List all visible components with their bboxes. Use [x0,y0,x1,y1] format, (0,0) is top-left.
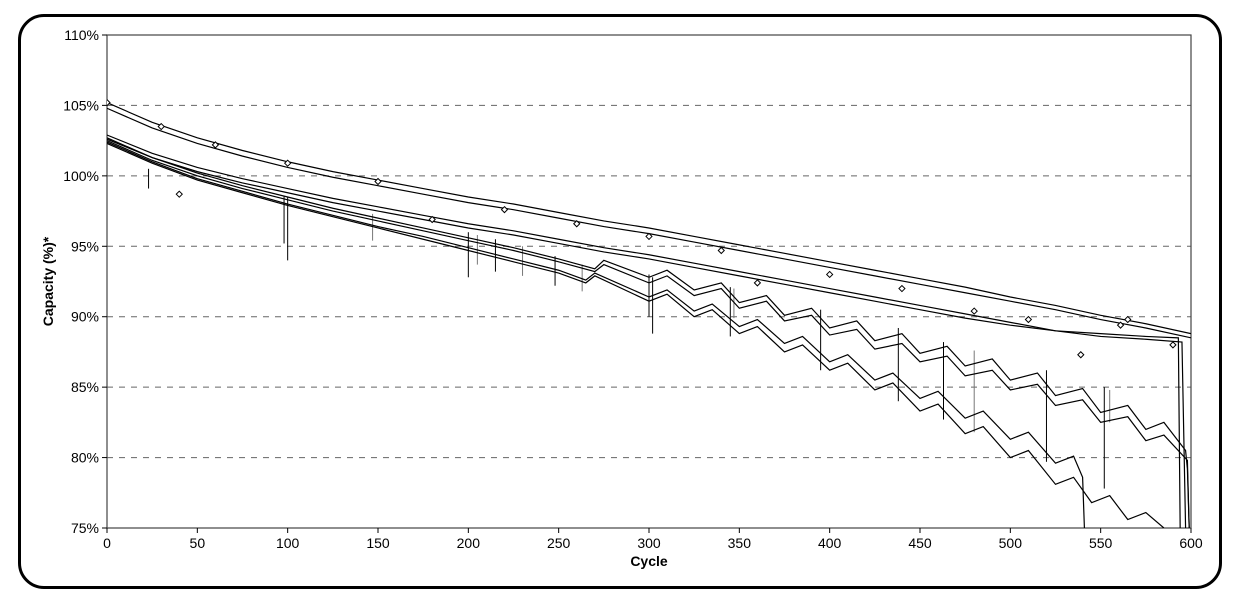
chart-svg: 75% 80% 85% 90% 95% 100% 105% 110% 0 50 100 150 200 2… [31,25,1203,574]
x-tick-label: 0 [103,535,111,551]
x-tick-label: 600 [1179,535,1203,551]
chart-panel: 75% 80% 85% 90% 95% 100% 105% 110% 0 50 100 150 200 2… [18,14,1222,589]
y-tick-label: 75% [71,520,99,536]
x-tick-label: 450 [908,535,932,551]
x-tick-label: 50 [190,535,206,551]
x-tick-label: 250 [547,535,571,551]
y-tick-label: 85% [71,379,99,395]
y-axis-label: Capacity (%)* [40,236,56,326]
x-tick-label: 150 [366,535,390,551]
x-tick-label: 500 [999,535,1023,551]
chart-wrap: 75% 80% 85% 90% 95% 100% 105% 110% 0 50 100 150 200 2… [31,25,1203,574]
x-tick-label: 300 [637,535,661,551]
x-axis-label: Cycle [630,553,668,569]
chart-bg [31,25,1203,574]
y-tick-label: 110% [64,27,99,43]
x-tick-label: 200 [457,535,481,551]
x-tick-label: 350 [728,535,752,551]
x-tick-label: 400 [818,535,842,551]
x-tick-label: 100 [276,535,300,551]
x-tick-label: 550 [1089,535,1113,551]
y-tick-label: 90% [71,309,99,325]
y-tick-label: 80% [71,450,99,466]
outer-frame: 75% 80% 85% 90% 95% 100% 105% 110% 0 50 100 150 200 2… [0,0,1240,603]
y-tick-label: 95% [71,238,99,254]
y-tick-label: 105% [63,97,99,113]
y-tick-label: 100% [63,168,99,184]
